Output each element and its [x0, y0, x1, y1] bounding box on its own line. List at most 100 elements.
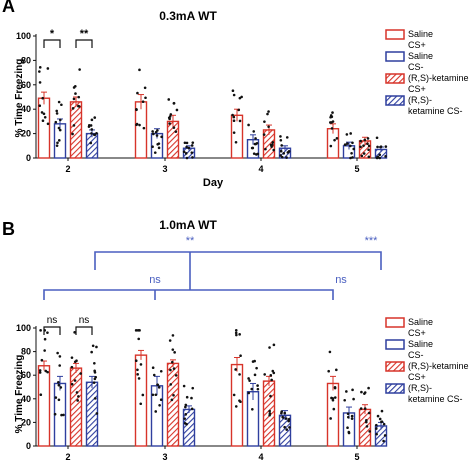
data-point [58, 364, 61, 367]
data-point [247, 123, 250, 127]
data-point [172, 102, 176, 105]
y-tick-label: 40 [21, 104, 31, 114]
data-point [40, 111, 44, 114]
data-point [234, 368, 237, 371]
data-point [288, 426, 291, 429]
data-point [279, 149, 283, 153]
data-point [284, 417, 288, 420]
data-point [56, 351, 59, 355]
data-point [93, 133, 97, 137]
data-point [172, 393, 175, 397]
data-point [135, 122, 139, 126]
data-point [73, 379, 77, 382]
data-point [376, 145, 379, 149]
data-point [263, 373, 266, 376]
data-point [70, 365, 74, 369]
data-point [139, 402, 143, 406]
data-point [378, 417, 382, 421]
data-point [185, 395, 189, 399]
significance-label: * [50, 28, 55, 40]
legend-label: CS+ [408, 84, 426, 94]
data-point [365, 425, 369, 428]
data-point [285, 428, 289, 431]
data-point [38, 371, 42, 374]
data-point [269, 394, 272, 398]
data-point [182, 150, 186, 154]
bar [37, 97, 51, 159]
data-point [251, 408, 254, 411]
data-point [252, 152, 256, 155]
data-point [256, 384, 259, 387]
data-point [378, 156, 381, 160]
comparison-bracket-lower [43, 289, 334, 300]
y-tick-label: 40 [21, 394, 31, 404]
data-point [57, 100, 61, 104]
panel-b-title: 1.0mA WT [159, 218, 217, 232]
data-point [141, 100, 145, 104]
data-point [184, 152, 188, 155]
comparison-label: ns [149, 274, 161, 286]
data-point [38, 66, 42, 69]
data-point [38, 70, 41, 73]
data-point [54, 396, 58, 399]
legend-label: Saline [408, 339, 433, 349]
legend-label: CS+ [408, 40, 426, 50]
data-point [151, 393, 155, 397]
x-tick-label: 2 [65, 164, 70, 174]
data-point [380, 409, 384, 413]
data-point [237, 108, 241, 112]
legend-swatch [385, 317, 405, 328]
data-point [363, 138, 367, 142]
bar [69, 101, 83, 159]
data-point [71, 132, 74, 136]
data-point [267, 125, 270, 129]
data-point [155, 134, 159, 137]
data-point [345, 133, 349, 136]
data-point [268, 409, 271, 413]
legend-label: (R,S)- [408, 383, 432, 393]
data-point [77, 105, 81, 108]
significance-bracket [43, 326, 61, 335]
data-point [71, 107, 75, 110]
data-point [376, 414, 380, 418]
data-point [77, 95, 81, 99]
significance-bracket [75, 326, 93, 335]
legend-swatch [385, 51, 405, 62]
y-tick-label: 60 [21, 370, 31, 380]
data-point [253, 359, 256, 363]
data-point [231, 89, 235, 92]
data-point [57, 139, 61, 142]
data-point [364, 420, 368, 424]
data-point [285, 156, 288, 159]
data-point [346, 415, 350, 419]
data-point [344, 143, 347, 147]
data-point [238, 333, 241, 336]
data-point [54, 120, 58, 124]
data-point [72, 124, 76, 127]
legend-swatch [385, 95, 405, 106]
data-point [349, 144, 352, 148]
data-point [183, 141, 187, 145]
significance-bracket [75, 39, 93, 48]
data-point [349, 156, 352, 160]
data-point [271, 141, 275, 144]
data-point [367, 155, 371, 159]
data-point [157, 386, 161, 389]
data-point [232, 115, 236, 119]
data-point [328, 350, 332, 354]
data-point [55, 144, 59, 147]
data-point [287, 419, 290, 423]
data-point [156, 129, 159, 132]
data-point [359, 145, 362, 149]
data-point [90, 132, 93, 135]
x-tick-label: 4 [258, 452, 263, 462]
data-point [57, 383, 61, 387]
data-point [171, 334, 175, 337]
comparison-bracket-upper [94, 251, 382, 270]
data-point [384, 145, 388, 148]
y-tick-label: 0 [26, 441, 31, 451]
data-point [55, 112, 59, 115]
data-point [168, 115, 172, 118]
